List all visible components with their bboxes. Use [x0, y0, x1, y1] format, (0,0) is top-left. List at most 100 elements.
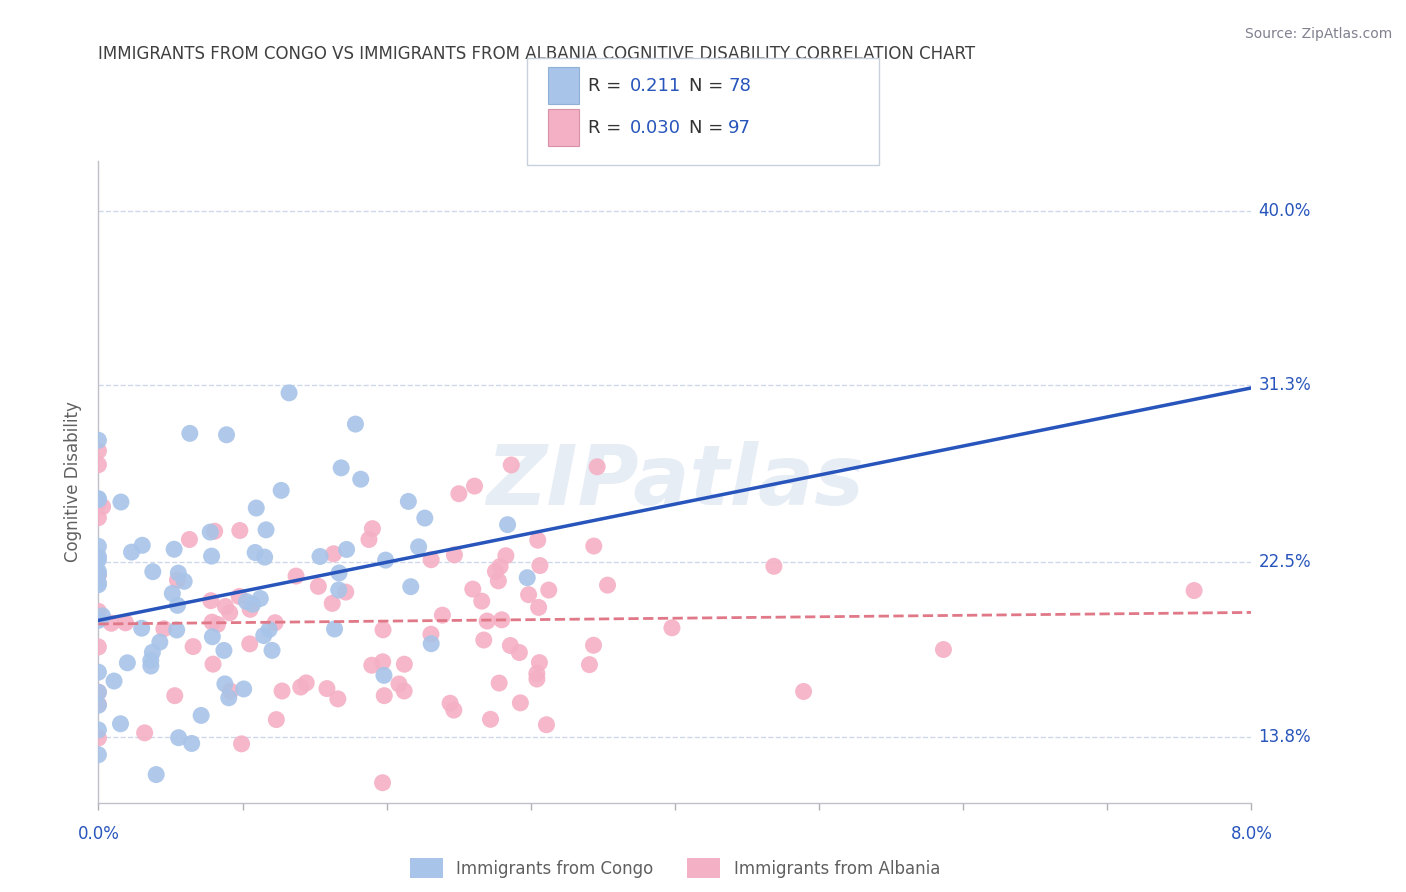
Point	[153, 622, 176, 636]
Point	[471, 594, 494, 608]
Point	[219, 684, 242, 698]
Point	[249, 591, 271, 606]
Point	[87, 665, 110, 680]
Point	[529, 558, 551, 573]
Point	[207, 617, 229, 632]
Point	[517, 588, 540, 602]
Point	[117, 656, 139, 670]
Point	[231, 737, 253, 751]
Text: 0.0%: 0.0%	[77, 825, 120, 843]
Point	[179, 426, 201, 441]
Point	[489, 559, 512, 574]
Point	[201, 630, 224, 644]
Point	[328, 566, 350, 580]
Point	[408, 540, 430, 554]
Point	[253, 550, 276, 565]
Point	[526, 666, 548, 681]
Point	[290, 680, 312, 694]
Point	[243, 545, 266, 559]
Point	[239, 637, 262, 651]
Text: R =: R =	[588, 77, 627, 95]
Point	[413, 511, 436, 525]
Point	[166, 573, 188, 587]
Point	[141, 645, 163, 659]
Point	[271, 684, 294, 698]
Text: 78: 78	[728, 77, 751, 95]
Point	[149, 635, 172, 649]
Point	[214, 677, 236, 691]
Point	[200, 593, 222, 607]
Point	[461, 582, 484, 596]
Point	[114, 615, 136, 630]
Point	[87, 443, 110, 458]
Point	[218, 606, 240, 620]
Point	[87, 698, 110, 713]
Point	[326, 691, 349, 706]
Point	[419, 627, 441, 641]
Point	[323, 622, 346, 636]
Point	[388, 677, 411, 691]
Point	[166, 599, 188, 613]
Point	[166, 623, 188, 637]
Point	[371, 655, 394, 669]
Point	[232, 805, 254, 820]
Text: 22.5%: 22.5%	[1258, 553, 1310, 571]
Point	[278, 385, 301, 400]
Point	[463, 479, 485, 493]
Point	[103, 673, 125, 688]
Point	[201, 615, 224, 629]
Point	[87, 747, 110, 762]
Point	[131, 538, 153, 552]
Point	[420, 552, 443, 566]
Point	[371, 623, 394, 637]
Point	[100, 805, 122, 820]
Text: 8.0%: 8.0%	[1230, 825, 1272, 843]
Point	[87, 434, 110, 448]
Point	[87, 565, 110, 579]
Point	[139, 659, 162, 673]
Point	[235, 594, 257, 608]
Point	[181, 640, 204, 654]
Point	[87, 510, 110, 524]
Point	[316, 681, 339, 696]
Point	[321, 596, 343, 610]
Point	[200, 525, 222, 540]
Point	[330, 461, 353, 475]
Point	[87, 685, 110, 699]
Point	[499, 639, 522, 653]
Point	[374, 553, 396, 567]
Text: 40.0%: 40.0%	[1258, 202, 1310, 219]
Point	[257, 623, 280, 637]
Point	[373, 668, 395, 682]
Point	[491, 613, 513, 627]
Legend: Immigrants from Congo, Immigrants from Albania: Immigrants from Congo, Immigrants from A…	[404, 852, 946, 884]
Point	[328, 582, 350, 597]
Point	[508, 646, 530, 660]
Point	[420, 637, 443, 651]
Point	[254, 523, 277, 537]
Point	[488, 676, 510, 690]
Text: 0.211: 0.211	[630, 77, 681, 95]
Point	[87, 575, 110, 590]
Text: N =: N =	[689, 77, 728, 95]
Point	[396, 494, 419, 508]
Point	[270, 483, 292, 498]
Point	[350, 472, 373, 486]
Point	[110, 716, 132, 731]
Point	[87, 685, 110, 699]
Point	[394, 657, 416, 672]
Point	[163, 542, 186, 557]
Point	[91, 608, 114, 623]
Point	[578, 657, 600, 672]
Point	[131, 621, 153, 635]
Point	[295, 676, 318, 690]
Point	[529, 656, 551, 670]
Point	[527, 600, 550, 615]
Text: 13.8%: 13.8%	[1258, 728, 1310, 746]
Point	[145, 767, 167, 781]
Point	[87, 723, 110, 737]
Point	[344, 417, 367, 431]
Point	[526, 672, 548, 686]
Point	[392, 684, 415, 698]
Point	[307, 579, 329, 593]
